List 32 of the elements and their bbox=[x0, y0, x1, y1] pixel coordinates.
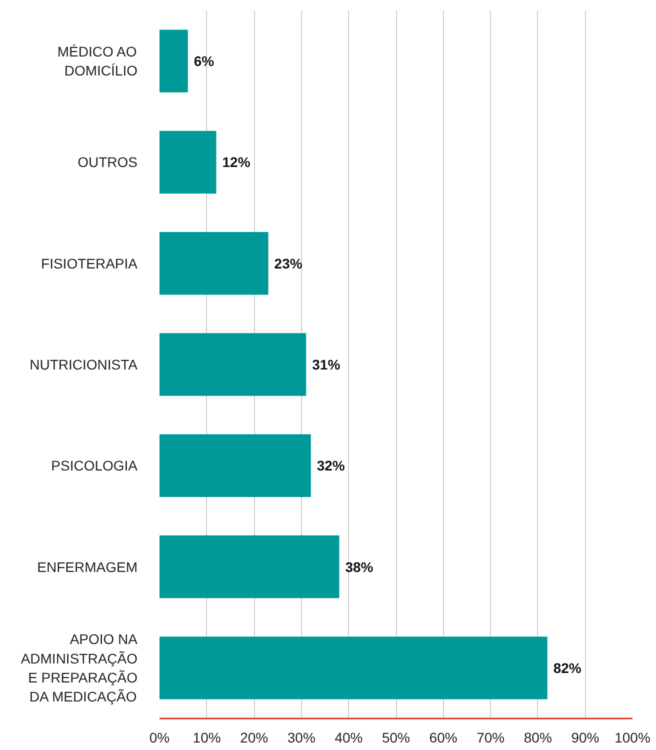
x-tick-label: 10% bbox=[192, 730, 221, 746]
y-tick-label: ENFERMAGEM bbox=[37, 558, 138, 575]
data-label: 31% bbox=[312, 356, 341, 372]
data-label: 23% bbox=[274, 255, 303, 272]
data-label: 38% bbox=[345, 558, 374, 575]
data-label: 82% bbox=[553, 660, 582, 676]
bar bbox=[160, 535, 340, 598]
y-tick-label: MÉDICO AO DOMICÍLIO bbox=[57, 43, 138, 79]
y-tick-label: NUTRICIONISTA bbox=[30, 356, 138, 372]
x-tick-label: 70% bbox=[476, 730, 505, 746]
x-tick-label: 20% bbox=[240, 730, 268, 746]
data-label: 12% bbox=[222, 154, 251, 170]
bar bbox=[160, 636, 548, 700]
x-tick-label: 30% bbox=[287, 730, 316, 746]
bar bbox=[160, 333, 306, 396]
y-tick-label: FISIOTERAPIA bbox=[41, 255, 138, 272]
data-label: 32% bbox=[316, 458, 346, 474]
bar bbox=[160, 434, 311, 497]
bar bbox=[160, 232, 268, 295]
x-tick-label: 100% bbox=[614, 730, 650, 746]
bar bbox=[160, 130, 216, 194]
x-tick-label: 50% bbox=[382, 730, 410, 746]
y-tick-label: PSICOLOGIA bbox=[51, 458, 138, 474]
x-tick-label: 80% bbox=[524, 730, 552, 746]
bar bbox=[160, 30, 188, 92]
x-tick-label: 40% bbox=[334, 730, 363, 746]
y-tick-label: APOIO NA ADMINISTRAÇÃO E PREPARAÇÃO DA MEDICAÇÃO bbox=[20, 631, 138, 705]
data-label: 6% bbox=[194, 53, 215, 70]
x-tick-label: 90% bbox=[571, 730, 600, 746]
x-tick-label: 60% bbox=[429, 730, 458, 746]
y-tick-label: OUTROS bbox=[78, 154, 138, 170]
x-tick-label: 0% bbox=[149, 730, 170, 746]
